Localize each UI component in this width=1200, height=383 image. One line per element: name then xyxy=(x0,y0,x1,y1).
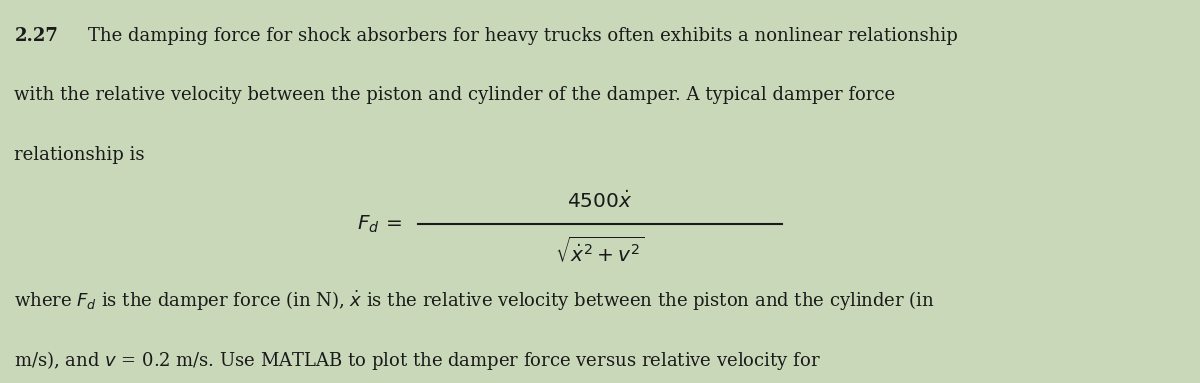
Text: m/s), and $v$ = 0.2 m/s. Use MATLAB to plot the damper force versus relative vel: m/s), and $v$ = 0.2 m/s. Use MATLAB to p… xyxy=(14,349,821,372)
Text: $\sqrt{\dot{x}^2 + v^2}$: $\sqrt{\dot{x}^2 + v^2}$ xyxy=(556,236,644,266)
Text: The damping force for shock absorbers for heavy trucks often exhibits a nonlinea: The damping force for shock absorbers fo… xyxy=(88,27,958,45)
Text: $4500\dot{x}$: $4500\dot{x}$ xyxy=(568,190,632,212)
Text: with the relative velocity between the piston and cylinder of the damper. A typi: with the relative velocity between the p… xyxy=(14,86,895,104)
Text: $F_d\, =$: $F_d\, =$ xyxy=(356,213,402,235)
Text: 2.27: 2.27 xyxy=(14,27,59,45)
Text: relationship is: relationship is xyxy=(14,146,145,164)
Text: where $F_d$ is the damper force (in N), $\dot{x}$ is the relative velocity betwe: where $F_d$ is the damper force (in N), … xyxy=(14,289,935,313)
